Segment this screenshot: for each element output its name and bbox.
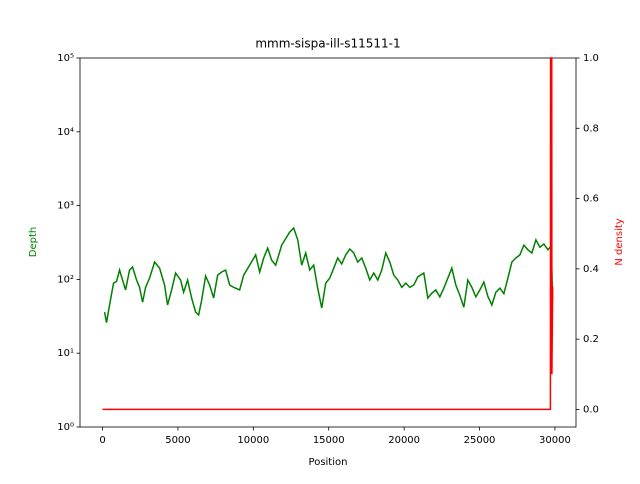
x-tick-label: 15000 bbox=[313, 435, 345, 446]
x-tick-label: 20000 bbox=[388, 435, 420, 446]
y-tick-label: 10³ bbox=[57, 201, 74, 212]
y-tick-label: 10⁴ bbox=[57, 127, 74, 138]
x-axis-label: Position bbox=[309, 457, 348, 468]
chart-title: mmm-sispa-ill-s11511-1 bbox=[255, 37, 400, 51]
line bbox=[102, 57, 554, 411]
y-axis-label: Depth bbox=[28, 227, 39, 257]
x-tick-label: 25000 bbox=[464, 435, 496, 446]
y2-tick-label: 0.2 bbox=[583, 334, 599, 345]
y-tick-label: 10⁵ bbox=[57, 53, 74, 64]
axes-frame bbox=[79, 57, 577, 428]
y2-tick-label: 1.0 bbox=[583, 53, 599, 64]
x-tick-label: 10000 bbox=[237, 435, 269, 446]
x-tick-label: 30000 bbox=[539, 435, 571, 446]
y-tick-label: 10¹ bbox=[57, 348, 74, 359]
x-tick-label: 0 bbox=[99, 435, 105, 446]
y2-tick-label: 0.8 bbox=[583, 123, 599, 134]
y2-tick-label: 0.6 bbox=[583, 194, 599, 205]
y2-tick-label: 0.4 bbox=[583, 264, 599, 275]
x-tick-label: 5000 bbox=[165, 435, 190, 446]
y-tick-label: 10⁰ bbox=[57, 422, 74, 433]
y2-tick-label: 0.0 bbox=[583, 404, 599, 415]
line bbox=[103, 226, 554, 323]
y-tick-label: 10² bbox=[57, 274, 74, 285]
y2-axis-label: N density bbox=[614, 218, 625, 265]
